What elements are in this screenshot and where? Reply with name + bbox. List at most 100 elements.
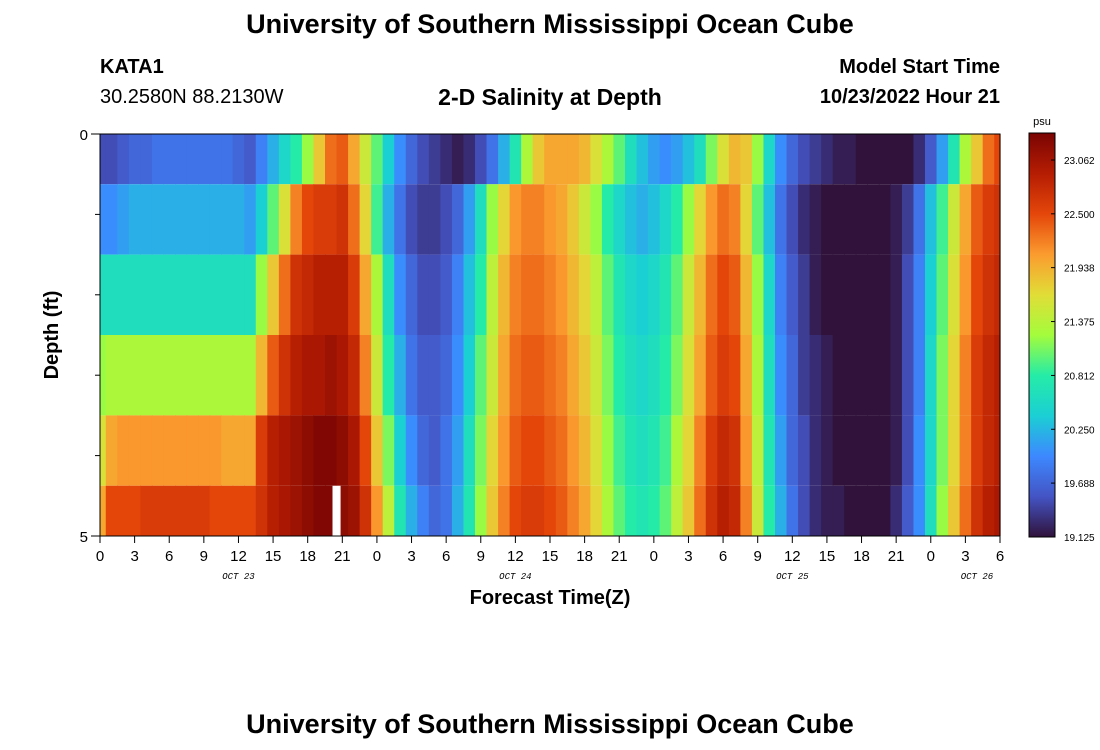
heatmap-cell <box>682 485 695 536</box>
heatmap-cell <box>267 335 280 416</box>
heatmap-cell <box>140 485 153 536</box>
heatmap-cell <box>255 415 268 486</box>
heatmap-cell <box>555 335 568 416</box>
heatmap-cell <box>925 134 938 185</box>
heatmap-cell <box>348 254 361 335</box>
heatmap-cell <box>486 335 499 416</box>
heatmap-cell <box>232 485 245 536</box>
heatmap-cell <box>440 335 453 416</box>
heatmap-cell <box>659 335 672 416</box>
heatmap-cell <box>313 485 326 536</box>
heatmap-cell <box>475 184 488 255</box>
heatmap-cell <box>590 134 603 185</box>
heatmap-cell <box>901 485 915 536</box>
heatmap-cell <box>775 184 788 255</box>
heatmap-cell <box>371 134 384 185</box>
heatmap-cell <box>728 254 741 335</box>
heatmap-cell <box>890 485 903 536</box>
heatmap-cell <box>809 485 822 536</box>
heatmap-cell <box>371 335 384 416</box>
heatmap-cell <box>740 134 753 185</box>
x-tick-label: 6 <box>165 548 173 565</box>
heatmap-cell <box>290 335 303 416</box>
heatmap-cell <box>613 485 626 536</box>
x-tick-label: 9 <box>477 548 485 565</box>
heatmap-cell <box>901 134 915 185</box>
heatmap-cell <box>244 415 257 486</box>
heatmap-cell <box>809 184 822 255</box>
heatmap-cell <box>798 134 811 185</box>
heatmap-cell <box>775 415 788 486</box>
heatmap-cell <box>151 415 165 486</box>
heatmap-cell <box>821 254 834 335</box>
heatmap-cell <box>301 134 315 185</box>
x-tick-label: 9 <box>754 548 762 565</box>
x-tick-label: 3 <box>130 548 138 565</box>
x-axis: 0 3 6 9 12 15 18 21 0 3 6 9 12 15 18 21 0 3 6 9 12 15 18 21 0 3 6O… <box>96 536 1004 582</box>
heatmap-cell <box>278 134 291 185</box>
heatmap-cell <box>878 134 891 185</box>
heatmap-cell <box>498 254 511 335</box>
heatmap-cell <box>659 485 672 536</box>
heatmap-cell <box>809 335 822 416</box>
heatmap-cell <box>475 134 488 185</box>
heatmap-cell <box>613 184 626 255</box>
heatmap-cell <box>705 184 718 255</box>
heatmap-cell <box>313 415 326 486</box>
heatmap-cell <box>359 134 372 185</box>
heatmap-cell <box>740 254 753 335</box>
heatmap-cell <box>336 415 349 486</box>
heatmap-cell <box>890 184 903 255</box>
colorbar-tick-label: 20.250 <box>1064 425 1095 436</box>
heatmap-cell <box>751 184 765 255</box>
heatmap-cell <box>151 335 165 416</box>
heatmap-cell <box>359 485 372 536</box>
heatmap-cell <box>394 415 407 486</box>
heatmap-cell <box>878 415 891 486</box>
heatmap-cell <box>371 184 384 255</box>
heatmap-cell <box>913 485 926 536</box>
heatmap-cell <box>151 254 165 335</box>
day-label: OCT 24 <box>499 572 531 582</box>
heatmap-cell <box>821 415 834 486</box>
heatmap-cell <box>163 415 176 486</box>
day-label: OCT 25 <box>776 572 809 582</box>
heatmap-cell <box>417 254 430 335</box>
heatmap-cell <box>590 335 603 416</box>
heatmap-cell <box>601 254 615 335</box>
heatmap-cell <box>301 254 315 335</box>
heatmap-cell <box>740 485 753 536</box>
heatmap-cell <box>925 184 938 255</box>
heatmap-cell <box>498 415 511 486</box>
heatmap-cell <box>844 254 857 335</box>
heatmap-cell <box>221 254 234 335</box>
heatmap-cell <box>844 485 857 536</box>
heatmap-cell <box>648 134 661 185</box>
heatmap-cell <box>775 485 788 536</box>
heatmap-cell <box>659 415 672 486</box>
heatmap-cell <box>451 335 465 416</box>
heatmap-cell <box>636 184 649 255</box>
heatmap-cell <box>867 254 880 335</box>
heatmap-cell <box>786 184 799 255</box>
heatmap-cell <box>382 254 395 335</box>
heatmap-cell <box>140 335 153 416</box>
heatmap-cell <box>682 134 695 185</box>
heatmap-cell <box>867 335 880 416</box>
heatmap-cell <box>636 415 649 486</box>
heatmap-cell <box>509 184 522 255</box>
heatmap-cell <box>278 184 291 255</box>
x-tick-label: 21 <box>888 548 905 565</box>
heatmap-cell <box>405 254 418 335</box>
heatmap-cell <box>255 485 268 536</box>
heatmap-cell <box>567 134 580 185</box>
heatmap-cell <box>809 254 822 335</box>
heatmap-cell <box>763 415 776 486</box>
heatmap-cell <box>832 485 845 536</box>
heatmap-cell <box>128 485 141 536</box>
heatmap-cell <box>336 335 349 416</box>
heatmap-cell <box>625 184 638 255</box>
heatmap-cell <box>659 254 672 335</box>
heatmap-cell <box>198 485 211 536</box>
heatmap-cell <box>775 134 788 185</box>
